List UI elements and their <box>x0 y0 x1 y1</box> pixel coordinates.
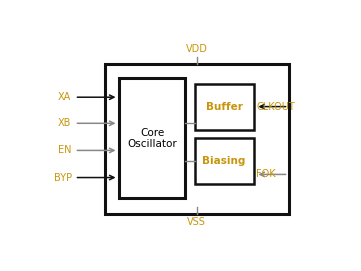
Bar <box>195 138 253 184</box>
Text: VSS: VSS <box>187 217 206 227</box>
Text: XA: XA <box>58 92 71 102</box>
Text: Biasing: Biasing <box>203 156 246 166</box>
Bar <box>195 84 253 130</box>
Text: EN: EN <box>58 146 71 156</box>
Text: VDD: VDD <box>186 44 208 54</box>
Text: Core
Oscillator: Core Oscillator <box>127 128 177 149</box>
Bar <box>119 78 185 198</box>
Bar <box>105 64 288 214</box>
Text: Buffer: Buffer <box>206 102 243 112</box>
Text: XB: XB <box>58 118 71 128</box>
Text: BYP: BYP <box>53 173 71 183</box>
Text: FOK: FOK <box>256 169 276 179</box>
Text: CLKOUT: CLKOUT <box>256 102 295 112</box>
